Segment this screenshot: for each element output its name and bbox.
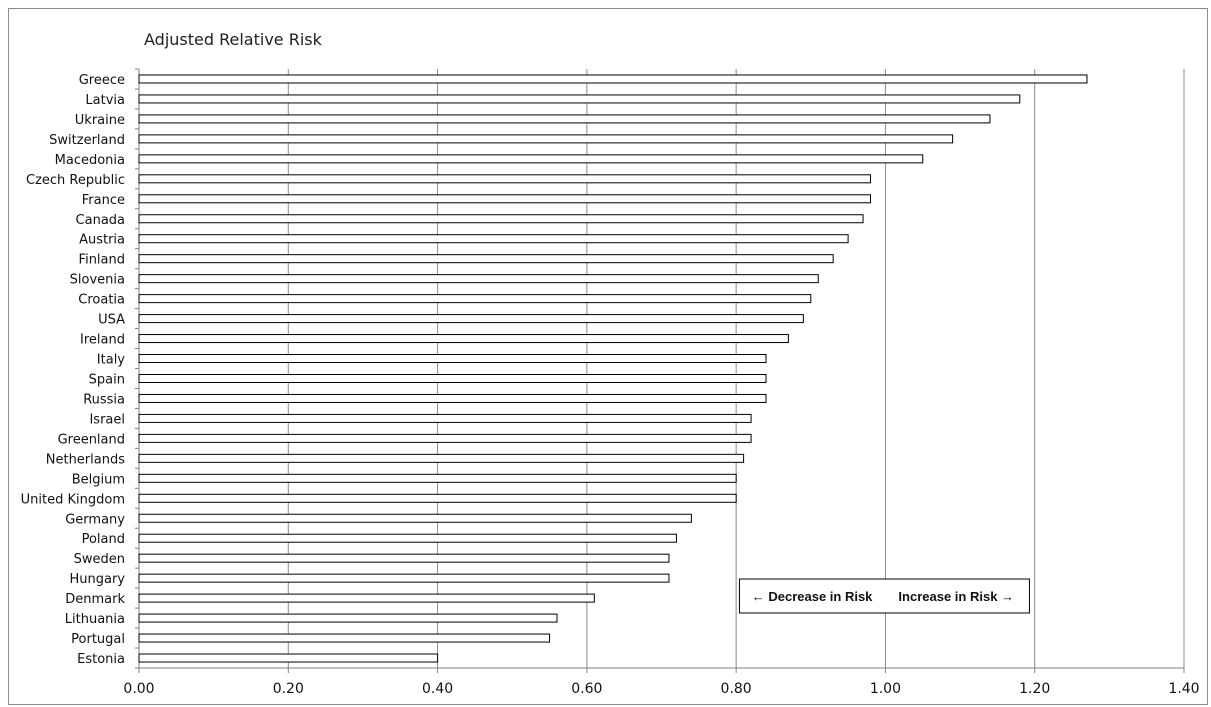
category-label: Czech Republic [26,173,125,188]
category-label: Denmark [65,592,125,607]
category-label: Israel [89,412,125,427]
category-label: Ireland [80,333,125,348]
x-tick-label: 0.60 [571,681,602,697]
bar [138,413,752,423]
bar [138,154,924,164]
category-label: Latvia [85,93,125,108]
bar [138,453,745,463]
bar [138,274,819,284]
x-tick-label: 0.40 [422,681,453,697]
category-label: Greece [79,73,125,88]
bar [138,334,789,344]
category-label: Lithuania [65,612,125,627]
bar [138,513,692,523]
bar [138,134,954,144]
gridlines [135,68,1185,673]
bar [138,194,871,204]
category-label: Canada [76,213,125,228]
category-label: Spain [89,372,125,387]
bar [138,254,834,264]
bar [138,294,812,304]
category-label: Finland [79,253,125,268]
bar [138,234,849,244]
bar [138,473,737,483]
bars [138,74,1088,663]
chart-frame [8,8,1208,705]
category-label: Switzerland [49,133,125,148]
category-label: Croatia [78,293,125,308]
category-label: Sweden [74,552,125,567]
bar [138,94,1021,104]
x-tick-label: 0.00 [123,681,154,697]
bar [138,613,558,623]
bar [138,553,670,563]
category-labels: Greece Latvia Ukraine Switzerland Macedonia C… [21,73,126,667]
category-label: Portugal [71,632,125,647]
bar [138,373,767,383]
bar [138,493,737,503]
x-tick-label: 1.00 [870,681,901,697]
chart-title: Adjusted Relative Risk [144,30,322,49]
category-label: Russia [83,392,125,407]
category-label: France [82,193,125,208]
bar [138,533,677,543]
x-tick-label: 0.20 [273,681,304,697]
category-label: Greenland [58,432,125,447]
category-label: Netherlands [46,452,125,467]
bar [138,433,752,443]
bar [138,653,439,663]
category-label: Belgium [72,472,125,487]
category-label: Austria [79,233,125,248]
bar [138,354,767,364]
category-label: Macedonia [55,153,125,168]
risk-annotation: ← Decrease in Risk Increase in Risk → [738,578,1030,614]
category-label: Ukraine [75,113,125,128]
category-label: USA [98,313,125,328]
category-label: United Kingdom [21,492,125,507]
annotation-increase-label: Increase in Risk → [898,589,1014,604]
x-tick-label: 1.20 [1019,681,1050,697]
bar [138,573,670,583]
category-label: Hungary [69,572,125,587]
x-tick-label: 0.80 [721,681,752,697]
category-label: Italy [97,353,126,368]
category-label: Poland [82,532,125,547]
bar [138,114,991,124]
x-tick-label: 1.40 [1168,681,1199,697]
category-label: Germany [65,512,125,527]
category-label: Estonia [77,652,125,667]
bar [138,214,864,224]
annotation-box [738,578,1030,614]
bar [138,314,804,324]
bar [138,633,551,643]
category-label: Slovenia [70,273,125,288]
annotation-decrease-label: ← Decrease in Risk [752,589,873,604]
bar [138,174,871,184]
bar [138,593,595,603]
bar [138,393,767,403]
x-tick-labels: 0.00 0.20 0.40 0.60 0.80 1.00 1.20 1.40 [123,681,1199,697]
bar [138,74,1088,84]
